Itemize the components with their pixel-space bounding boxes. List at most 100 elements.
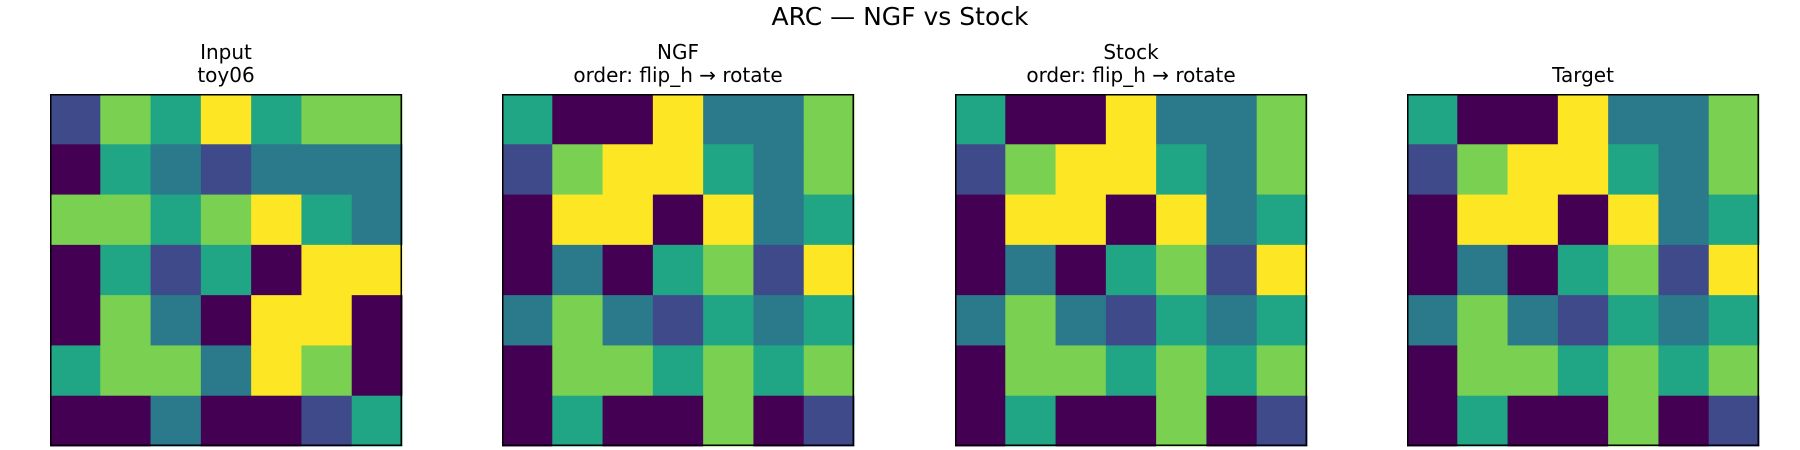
heatmap-cell (803, 345, 855, 397)
figure-title: ARC — NGF vs Stock (771, 2, 1029, 31)
heatmap-cell (955, 94, 1006, 145)
heatmap-cell (1206, 94, 1258, 145)
heatmap-cell (1256, 345, 1308, 397)
axes-frame (502, 94, 854, 446)
heatmap-cell (1658, 194, 1710, 246)
heatmap-cell (1708, 94, 1760, 145)
heatmap-cell (301, 194, 353, 246)
heatmap-cell (150, 194, 202, 246)
heatmap-cell (1708, 244, 1760, 296)
heatmap-cell (1608, 194, 1659, 246)
heatmap-cell (1105, 295, 1157, 346)
heatmap-cell (803, 244, 855, 296)
heatmap-cell (652, 295, 704, 346)
heatmap-cell (1608, 244, 1659, 296)
heatmap-cell (1055, 295, 1107, 346)
heatmap-cell (552, 94, 604, 145)
heatmap-cell (502, 295, 553, 346)
heatmap-cell (552, 345, 604, 397)
heatmap-cell (1206, 244, 1258, 296)
heatmap-cell (200, 244, 252, 296)
heatmap-cell (1105, 244, 1157, 296)
heatmap-cell (150, 345, 202, 397)
heatmap-cell (1156, 94, 1207, 145)
heatmap-cell (1658, 144, 1710, 196)
heatmap-cell (1608, 395, 1659, 447)
panel-ngf: NGF order: flip_h → rotate (502, 0, 855, 450)
heatmap-cell (200, 94, 252, 145)
heatmap-cell (1206, 144, 1258, 196)
heatmap-cell (1557, 244, 1609, 296)
heatmap-cell (1608, 295, 1659, 346)
heatmap-cell (1457, 194, 1509, 246)
heatmap-cell (200, 395, 252, 447)
heatmap-cell (1557, 94, 1609, 145)
heatmap-cell (1658, 395, 1710, 447)
heatmap-cell (1407, 144, 1458, 196)
heatmap-cell (803, 295, 855, 346)
heatmap-cell (1105, 345, 1157, 397)
heatmap-cell (351, 345, 403, 397)
heatmap-grid (502, 94, 855, 447)
heatmap-cell (1005, 295, 1057, 346)
heatmap-cell (301, 144, 353, 196)
heatmap-cell (251, 244, 302, 296)
heatmap-cell (1557, 144, 1609, 196)
heatmap-cell (1407, 345, 1458, 397)
heatmap-cell (1708, 295, 1760, 346)
heatmap-cell (1256, 144, 1308, 196)
heatmap-cell (652, 144, 704, 196)
panel-stock: Stock order: flip_h → rotate (955, 0, 1308, 450)
heatmap-cell (652, 94, 704, 145)
heatmap-cell (351, 295, 403, 346)
heatmap-cell (552, 244, 604, 296)
heatmap-cell (1256, 194, 1308, 246)
heatmap-cell (301, 94, 353, 145)
heatmap-cell (200, 194, 252, 246)
heatmap-cell (502, 144, 553, 196)
heatmap-cell (301, 395, 353, 447)
heatmap-cell (1055, 194, 1107, 246)
heatmap-cell (602, 144, 654, 196)
heatmap-cell (602, 345, 654, 397)
heatmap-cell (753, 345, 805, 397)
axes-frame (1407, 94, 1759, 446)
heatmap-cell (1557, 295, 1609, 346)
heatmap-cell (1457, 395, 1509, 447)
heatmap-cell (1658, 345, 1710, 397)
heatmap-cell (251, 295, 302, 346)
heatmap-cell (602, 244, 654, 296)
heatmap-cell (1005, 244, 1057, 296)
heatmap-cell (351, 244, 403, 296)
heatmap-cell (1608, 345, 1659, 397)
panel-subtitle: order: flip_h → rotate (1026, 63, 1236, 87)
heatmap-cell (351, 395, 403, 447)
heatmap-cell (1407, 94, 1458, 145)
heatmap-cell (50, 295, 101, 346)
heatmap-cell (1507, 194, 1559, 246)
heatmap-cell (1156, 395, 1207, 447)
heatmap-cell (1457, 345, 1509, 397)
heatmap-cell (803, 395, 855, 447)
heatmap-cell (50, 395, 101, 447)
heatmap-cell (602, 395, 654, 447)
heatmap-cell (150, 395, 202, 447)
heatmap-cell (803, 144, 855, 196)
heatmap-cell (351, 94, 403, 145)
heatmap-cell (1055, 244, 1107, 296)
heatmap-cell (602, 295, 654, 346)
heatmap-cell (955, 295, 1006, 346)
heatmap-cell (1658, 244, 1710, 296)
heatmap-cell (1256, 94, 1308, 145)
heatmap-cell (1005, 194, 1057, 246)
panel-title-line: Input (200, 40, 252, 64)
heatmap-cell (1507, 395, 1559, 447)
heatmap-cell (200, 144, 252, 196)
heatmap-cell (1708, 144, 1760, 196)
heatmap-cell (1005, 144, 1057, 196)
heatmap-cell (703, 345, 754, 397)
heatmap-cell (150, 244, 202, 296)
heatmap-cell (150, 94, 202, 145)
heatmap-cell (301, 244, 353, 296)
heatmap-cell (1206, 345, 1258, 397)
